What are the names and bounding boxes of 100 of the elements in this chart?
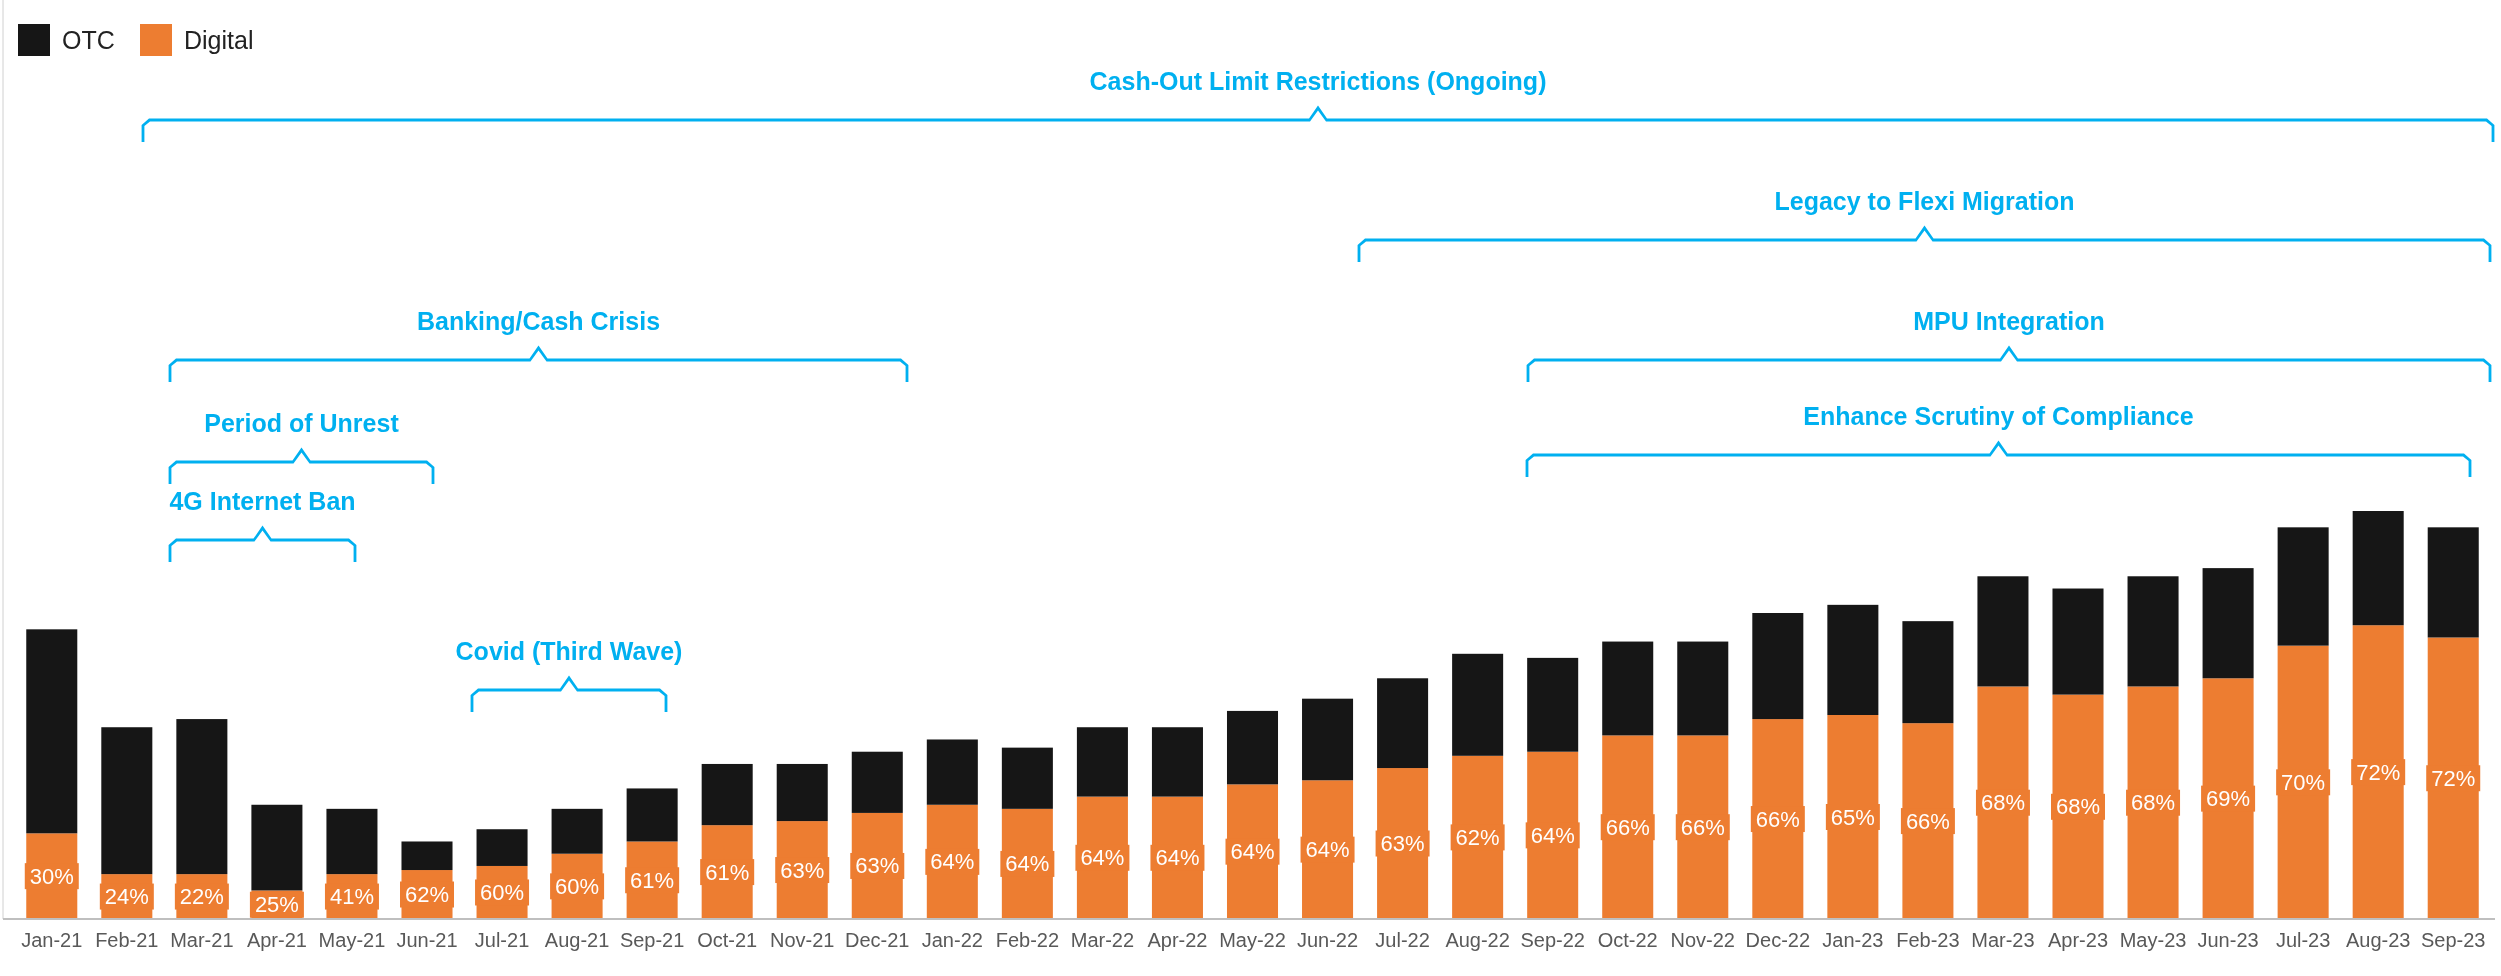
x-tick-label: Aug-21	[544, 929, 610, 951]
x-tick-label: Apr-23	[2047, 929, 2109, 951]
x-tick-label: Aug-22	[1445, 929, 1510, 951]
annotation: 66%	[1605, 814, 1650, 840]
annotation: 64%	[1005, 851, 1050, 877]
text: Cash-Out Limit Restrictions (Ongoing)	[1089, 67, 1547, 95]
bar	[2202, 568, 2254, 679]
text: Period of Unrest	[204, 409, 400, 437]
annotation: 66%	[1755, 806, 1800, 832]
text: Banking/Cash Crisis	[416, 307, 661, 335]
annotation: 65%	[1830, 804, 1875, 830]
annotation: Covid (Third Wave)	[455, 637, 683, 665]
legend-label: OTC	[62, 26, 115, 54]
x-tick-label: Feb-23	[1896, 929, 1960, 951]
bar	[2277, 645, 2329, 919]
x-tick-label: Sep-22	[1520, 929, 1585, 951]
annotation: 68%	[2055, 794, 2101, 820]
x-tick-label: Apr-22	[1147, 929, 1208, 951]
x-tick-label: Mar-23	[1971, 929, 2035, 951]
bar	[851, 751, 903, 813]
x-tick-label: Jan-23	[1822, 929, 1884, 951]
bar	[776, 763, 828, 822]
x-tick-label: Dec-22	[1745, 929, 1811, 951]
x-tick-label: Mar-21	[170, 929, 234, 951]
bar	[1151, 727, 1203, 797]
annotation: 61%	[705, 859, 750, 885]
annotation: 64%	[1155, 845, 1200, 871]
annotation: 41%	[329, 884, 374, 910]
bar	[1076, 727, 1128, 797]
annotation: 72%	[2431, 765, 2476, 791]
x-tick-label: Jun-21	[396, 929, 458, 951]
annotation: 66%	[1905, 808, 1950, 834]
bar	[1977, 576, 2029, 687]
annotation: 70%	[2281, 769, 2326, 795]
bar	[2427, 527, 2479, 638]
annotation: 22%	[179, 884, 224, 910]
bar	[1827, 604, 1879, 715]
bar	[2052, 588, 2104, 695]
annotation: 69%	[2206, 786, 2251, 812]
x-tick-label: Jul-21	[474, 929, 530, 951]
x-tick-label: Sep-23	[2420, 929, 2486, 951]
bar	[1752, 613, 1804, 720]
x-tick-label: Jan-21	[21, 929, 83, 951]
annotation: 60%	[480, 879, 525, 905]
text: MPU Integration	[1913, 307, 2105, 335]
annotation: 64%	[1080, 845, 1125, 871]
bar	[326, 808, 378, 875]
bar	[1452, 653, 1504, 756]
annotation: 61%	[630, 867, 675, 893]
annotation: 24%	[104, 884, 149, 910]
x-tick-label: Feb-21	[95, 929, 159, 951]
x-tick-label: Jul-22	[1375, 929, 1430, 951]
annotation: 68%	[1980, 790, 2025, 816]
annotation: 64%	[1305, 837, 1350, 863]
bar	[1302, 698, 1354, 781]
x-tick-label: Dec-21	[845, 929, 910, 951]
x-tick-label: Feb-22	[995, 929, 1060, 951]
annotation: 63%	[1380, 831, 1425, 857]
annotation: 64%	[1230, 839, 1275, 865]
annotation: 72%	[2356, 759, 2401, 785]
bar	[1527, 657, 1579, 752]
x-tick-label: May-23	[2119, 929, 2187, 951]
x-tick-label: Mar-22	[1070, 929, 1135, 951]
annotation: 68%	[2131, 790, 2176, 816]
annotation: 60%	[555, 873, 600, 899]
bar	[401, 841, 453, 871]
annotation: 63%	[855, 853, 900, 879]
annotation: 66%	[1680, 814, 1725, 840]
bar	[1677, 641, 1729, 736]
x-tick-label: Sep-21	[619, 929, 685, 951]
bar	[626, 788, 678, 842]
text: Enhance Scrutiny of Compliance	[1803, 402, 2194, 430]
bar	[1226, 710, 1279, 785]
x-tick-label: Nov-22	[1670, 929, 1736, 951]
x-tick-label: Jul-23	[2275, 929, 2331, 951]
x-tick-label: Jun-22	[1296, 929, 1359, 951]
bar	[101, 727, 153, 875]
x-tick-label: May-22	[1219, 929, 1286, 951]
legend-label: Digital	[184, 26, 254, 54]
bar	[476, 829, 528, 866]
bar	[551, 808, 603, 854]
text: Legacy to Flexi Migration	[1774, 187, 2075, 215]
x-tick-label: Oct-22	[1597, 929, 1658, 951]
annotation: 64%	[1530, 822, 1575, 848]
bar	[2352, 511, 2404, 626]
bar	[2427, 637, 2479, 919]
annotation: 62%	[404, 882, 450, 908]
x-tick-label: Jan-22	[921, 929, 983, 951]
annotation: 4G Internet Ban	[169, 487, 356, 515]
bar	[2352, 625, 2404, 919]
bar	[701, 763, 753, 826]
bar	[1602, 641, 1654, 736]
annotation: 25%	[254, 892, 299, 918]
bar	[2127, 576, 2179, 687]
annotation: 62%	[1455, 824, 1500, 850]
x-tick-label: Nov-21	[769, 929, 835, 951]
x-tick-label: Aug-23	[2345, 929, 2411, 951]
annotation: 30%	[29, 863, 74, 889]
bar	[2277, 527, 2329, 646]
bar	[26, 629, 78, 834]
